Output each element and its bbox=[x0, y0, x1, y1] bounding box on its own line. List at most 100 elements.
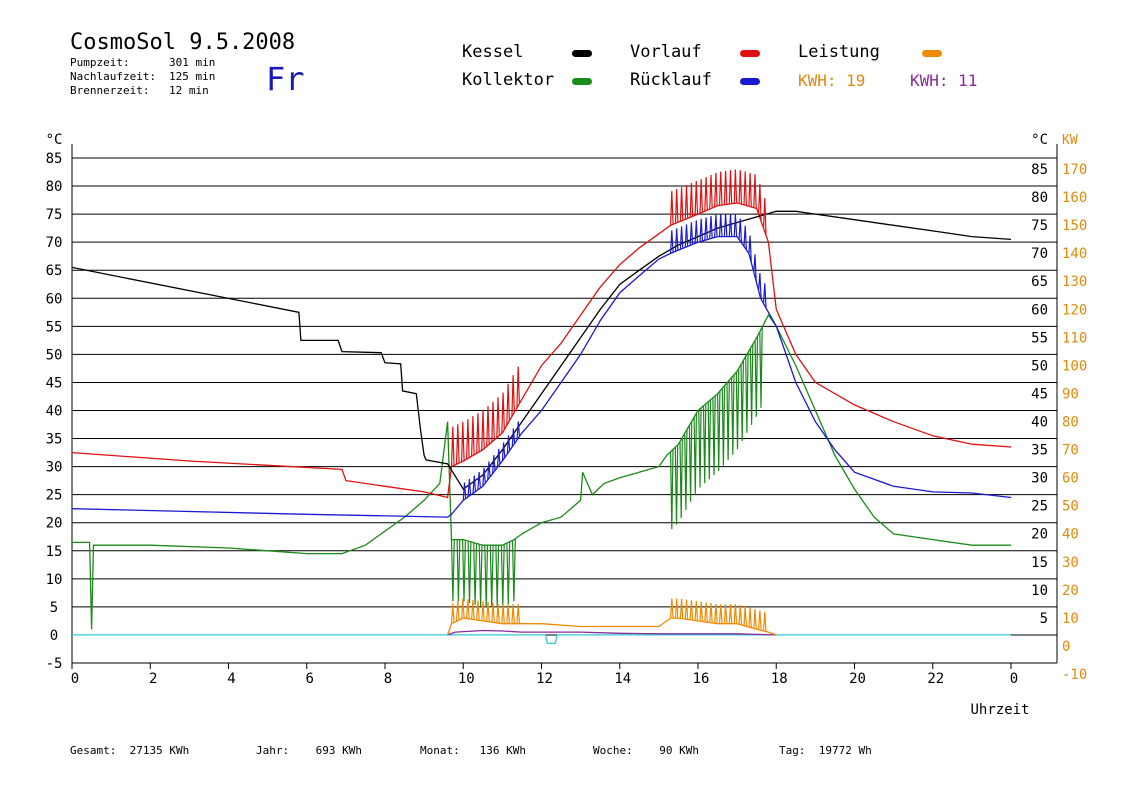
y-tick-label-right-c: 75 bbox=[1031, 218, 1048, 234]
x-axis-label: Uhrzeit bbox=[970, 702, 1029, 718]
kwh-value: 19 bbox=[846, 71, 866, 90]
y-tick-label-right-kw: 10 bbox=[1062, 611, 1079, 627]
series-spikes-vorlauf bbox=[670, 169, 767, 236]
footer-label: Woche: bbox=[593, 744, 633, 757]
footer-label: Gesamt: bbox=[70, 744, 117, 757]
stat-row-brennerzeit: Brennerzeit: 12 min bbox=[70, 84, 209, 98]
y-tick-label-left: 35 bbox=[46, 432, 63, 448]
footer-tag: Tag: 19772 Wh bbox=[779, 744, 872, 757]
footer-monat: Monat: 136 KWh bbox=[420, 744, 526, 757]
legend-swatch-kessel bbox=[572, 50, 592, 57]
y-tick-label-right-c: 15 bbox=[1031, 555, 1048, 571]
stat-row-nachlaufzeit: Nachlaufzeit: 125 min bbox=[70, 70, 215, 84]
y-tick-label-right-kw: 110 bbox=[1062, 330, 1087, 346]
legend-label-leistung: Leistung bbox=[798, 42, 880, 62]
y-tick-label-right-kw: 170 bbox=[1062, 162, 1087, 178]
y-tick-label-left: 45 bbox=[46, 375, 63, 391]
series-line-vorlauf bbox=[71, 202, 1012, 499]
y-tick-label-right-c: 25 bbox=[1031, 499, 1048, 515]
series-line-kessel bbox=[71, 210, 1012, 491]
y-tick-label-right-kw: 150 bbox=[1062, 218, 1087, 234]
stat-row-pumpzeit: Pumpzeit: 301 min bbox=[70, 56, 215, 70]
stat-label: Pumpzeit: bbox=[70, 56, 130, 69]
y-tick-label-left: 25 bbox=[46, 488, 63, 504]
stat-label: Nachlaufzeit: bbox=[70, 70, 157, 83]
x-tick-label: 18 bbox=[771, 671, 788, 687]
y-tick-label-left: 15 bbox=[46, 544, 63, 560]
x-tick-label: 10 bbox=[458, 671, 475, 687]
y-tick-label-left: 60 bbox=[46, 291, 63, 307]
y-tick-label-right-kw: 50 bbox=[1062, 499, 1079, 515]
stat-label: Brennerzeit: bbox=[70, 84, 150, 97]
series-spikes-vorlauf bbox=[450, 366, 520, 467]
chart-title: CosmoSol 9.5.2008 bbox=[70, 30, 296, 55]
footer-gesamt: Gesamt: 27135 KWh bbox=[70, 744, 189, 757]
y-unit-right-c: °C bbox=[1031, 132, 1048, 148]
y-tick-label-left: -5 bbox=[46, 656, 63, 672]
x-tick-label: 20 bbox=[849, 671, 866, 687]
y-tick-label-left: 70 bbox=[46, 235, 63, 251]
y-tick-label-right-c: 85 bbox=[1031, 162, 1048, 178]
y-tick-label-right-c: 35 bbox=[1031, 443, 1048, 459]
y-tick-label-left: 0 bbox=[50, 628, 58, 644]
y-tick-label-right-kw: 20 bbox=[1062, 583, 1079, 599]
y-tick-label-right-kw: 140 bbox=[1062, 246, 1087, 262]
x-tick-label: 0 bbox=[1010, 671, 1018, 687]
series-line-rcklauf bbox=[71, 235, 1012, 518]
y-tick-label-right-c: 40 bbox=[1031, 415, 1048, 431]
legend-swatch-ruecklauf bbox=[740, 78, 760, 85]
series-line-kollektor bbox=[72, 313, 1011, 630]
y-tick-label-left: 65 bbox=[46, 263, 63, 279]
x-tick-label: 2 bbox=[149, 671, 157, 687]
legend-swatch-kollektor bbox=[572, 78, 592, 85]
y-tick-label-right-c: 20 bbox=[1031, 527, 1048, 543]
y-unit-left: °C bbox=[46, 132, 63, 148]
y-tick-label-right-kw: 0 bbox=[1062, 639, 1070, 655]
y-unit-right-kw: KW bbox=[1062, 133, 1078, 148]
y-tick-label-left: 75 bbox=[46, 207, 63, 223]
y-tick-label-right-kw: 80 bbox=[1062, 415, 1079, 431]
y-tick-label-right-kw: -10 bbox=[1062, 667, 1087, 683]
x-tick-label: 6 bbox=[306, 671, 314, 687]
x-tick-label: 14 bbox=[614, 671, 631, 687]
x-tick-label: 22 bbox=[927, 671, 944, 687]
y-tick-label-right-c: 45 bbox=[1031, 386, 1048, 402]
kwh-label: KWH: bbox=[798, 71, 837, 90]
y-tick-label-left: 10 bbox=[46, 572, 63, 588]
footer-label: Tag: bbox=[779, 744, 806, 757]
stat-value: 125 min bbox=[169, 70, 216, 83]
x-tick-label: 16 bbox=[693, 671, 710, 687]
series-line-leistung bbox=[446, 617, 777, 636]
series-line-null bbox=[72, 634, 1011, 645]
y-tick-label-right-kw: 100 bbox=[1062, 358, 1087, 374]
y-tick-label-right-kw: 130 bbox=[1062, 274, 1087, 290]
x-tick-label: 4 bbox=[227, 671, 235, 687]
y-tick-label-right-c: 60 bbox=[1031, 302, 1048, 318]
footer-jahr: Jahr: 693 KWh bbox=[256, 744, 362, 757]
x-tick-label: 12 bbox=[536, 671, 553, 687]
y-tick-label-right-c: 10 bbox=[1031, 583, 1048, 599]
weekday-label: Fr bbox=[266, 60, 305, 98]
series-spikes-kollektor bbox=[450, 538, 516, 607]
y-tick-label-right-c: 70 bbox=[1031, 246, 1048, 262]
y-tick-label-right-kw: 70 bbox=[1062, 443, 1079, 459]
y-tick-label-right-kw: 40 bbox=[1062, 527, 1079, 543]
y-tick-label-right-c: 55 bbox=[1031, 330, 1048, 346]
series-spikes-leistung bbox=[450, 598, 520, 624]
y-tick-label-right-kw: 60 bbox=[1062, 471, 1079, 487]
footer-value: 19772 Wh bbox=[818, 744, 872, 757]
series-spikes-rcklauf bbox=[462, 421, 521, 501]
y-tick-label-right-kw: 90 bbox=[1062, 386, 1079, 402]
y-tick-label-right-kw: 30 bbox=[1062, 555, 1079, 571]
y-tick-label-left: 80 bbox=[46, 179, 63, 195]
kwh-value: 11 bbox=[958, 71, 978, 90]
series-line-kwhkurve bbox=[447, 629, 777, 636]
stat-value: 12 min bbox=[169, 84, 209, 97]
legend-swatch-leistung bbox=[922, 50, 942, 57]
footer-value: 693 KWh bbox=[315, 744, 362, 757]
y-tick-label-left: 30 bbox=[46, 460, 63, 476]
stat-value: 301 min bbox=[169, 56, 216, 69]
legend-label-ruecklauf: Rücklauf bbox=[630, 70, 712, 90]
legend-label-kollektor: Kollektor bbox=[462, 70, 555, 90]
